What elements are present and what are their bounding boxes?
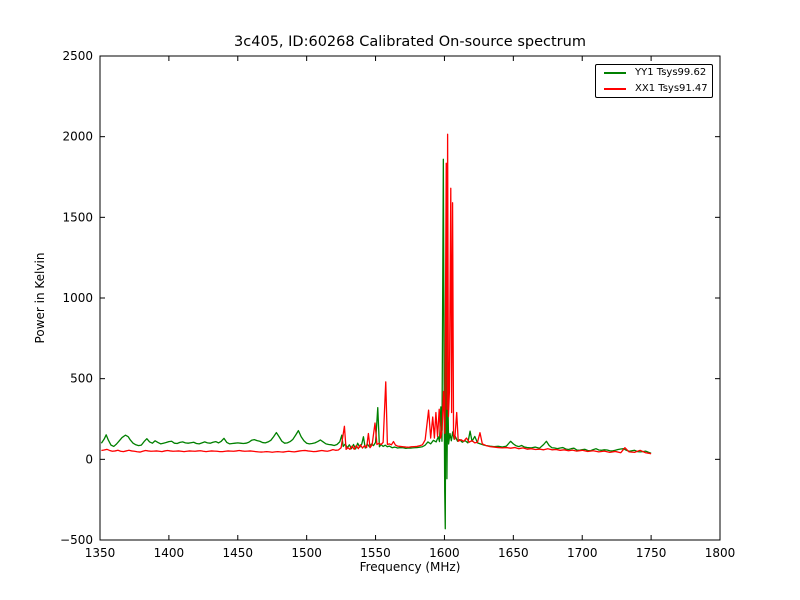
x-tick-label: 1500 bbox=[291, 546, 322, 560]
legend: YY1 Tsys99.62 XX1 Tsys91.47 bbox=[595, 64, 713, 98]
chart-title: 3c405, ID:60268 Calibrated On-source spe… bbox=[234, 34, 586, 50]
x-tick-label: 1600 bbox=[429, 546, 460, 560]
y-tick-label: 2000 bbox=[62, 130, 93, 144]
legend-label-yy1: YY1 Tsys99.62 bbox=[635, 67, 707, 79]
x-tick-label: 1700 bbox=[567, 546, 598, 560]
x-tick-label: 1450 bbox=[223, 546, 254, 560]
x-tick-label: 1800 bbox=[705, 546, 736, 560]
x-axis-label: Frequency (MHz) bbox=[359, 560, 461, 574]
y-tick-label: 0 bbox=[85, 452, 93, 466]
x-tick-label: 1750 bbox=[636, 546, 667, 560]
y-tick-label: −500 bbox=[60, 533, 93, 547]
series-line-yy1 bbox=[100, 158, 652, 530]
y-axis-label: Power in Kelvin bbox=[33, 252, 47, 344]
x-tick-label: 1650 bbox=[498, 546, 529, 560]
y-tick-label: 2500 bbox=[62, 49, 93, 63]
y-tick-label: 500 bbox=[70, 372, 93, 386]
y-tick-label: 1500 bbox=[62, 210, 93, 224]
y-tick-label: 1000 bbox=[62, 291, 93, 305]
legend-line-sample-yy1 bbox=[604, 72, 626, 75]
legend-label-xx1: XX1 Tsys91.47 bbox=[635, 82, 708, 94]
legend-item-xx1: XX1 Tsys91.47 bbox=[596, 81, 712, 96]
axes-frame bbox=[99, 55, 721, 541]
series-line-xx1 bbox=[101, 133, 652, 455]
legend-item-yy1: YY1 Tsys99.62 bbox=[596, 66, 712, 81]
x-tick-label: 1400 bbox=[154, 546, 185, 560]
x-tick-label: 1350 bbox=[85, 546, 116, 560]
x-tick-label: 1550 bbox=[360, 546, 391, 560]
legend-line-sample-xx1 bbox=[604, 87, 626, 90]
